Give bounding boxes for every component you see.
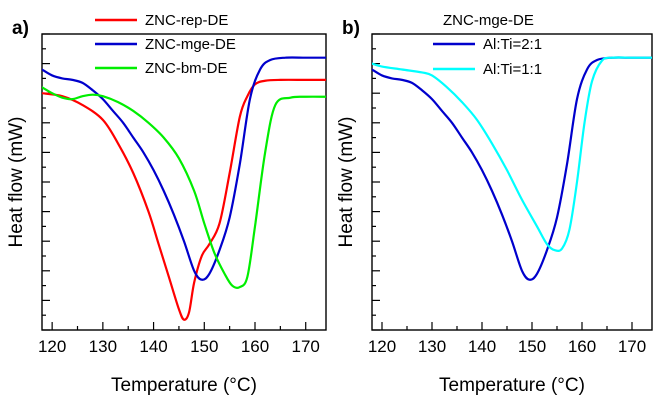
legend-label: Al:Ti=2:1 <box>483 36 542 53</box>
x-tick-label: 130 <box>89 337 117 356</box>
panel-label: a) <box>12 18 29 39</box>
x-tick-label: 150 <box>190 337 218 356</box>
legend-title: ZNC-mge-DE <box>443 12 534 29</box>
y-axis-title: Heat flow (mW) <box>336 117 357 248</box>
x-tick-label: 170 <box>292 337 320 356</box>
x-axis-title: Temperature (°C) <box>439 375 585 396</box>
series-line-znc-bm-de <box>42 86 326 289</box>
legend-label: ZNC-rep-DE <box>145 12 228 29</box>
series-line-al-ti-1-1 <box>372 56 652 253</box>
legend-label: ZNC-mge-DE <box>145 36 236 53</box>
series-line-al-ti-2-1 <box>372 56 652 281</box>
x-tick-label: 170 <box>618 337 646 356</box>
x-tick-label: 140 <box>468 337 496 356</box>
chart-panel-b: b) 120 130 140 150 160 170 Temperature (°C) Heat… <box>336 12 653 396</box>
x-tick-label: 120 <box>38 337 66 356</box>
legend: ZNC-rep-DE ZNC-mge-DE ZNC-bm-DE <box>95 12 236 77</box>
x-tick-label: 130 <box>418 337 446 356</box>
x-tick-label: 120 <box>368 337 396 356</box>
panel-label: b) <box>342 18 360 39</box>
chart-panel-a: a) 120 130 140 150 160 170 Temperature (°C) Heat… <box>6 12 327 396</box>
plot-frame <box>41 33 327 331</box>
series-line-znc-mge-de <box>42 56 326 281</box>
x-axis-title: Temperature (°C) <box>111 375 257 396</box>
y-axis-title: Heat flow (mW) <box>6 117 27 248</box>
x-tick-label: 150 <box>518 337 546 356</box>
x-tick-label: 140 <box>139 337 167 356</box>
x-tick-label: 160 <box>568 337 596 356</box>
legend: ZNC-mge-DE Al:Ti=2:1 Al:Ti=1:1 <box>433 12 542 78</box>
x-tick-label: 160 <box>241 337 269 356</box>
series-line-znc-rep-de <box>42 78 326 321</box>
legend-label: ZNC-bm-DE <box>145 60 228 77</box>
legend-label: Al:Ti=1:1 <box>483 61 542 78</box>
